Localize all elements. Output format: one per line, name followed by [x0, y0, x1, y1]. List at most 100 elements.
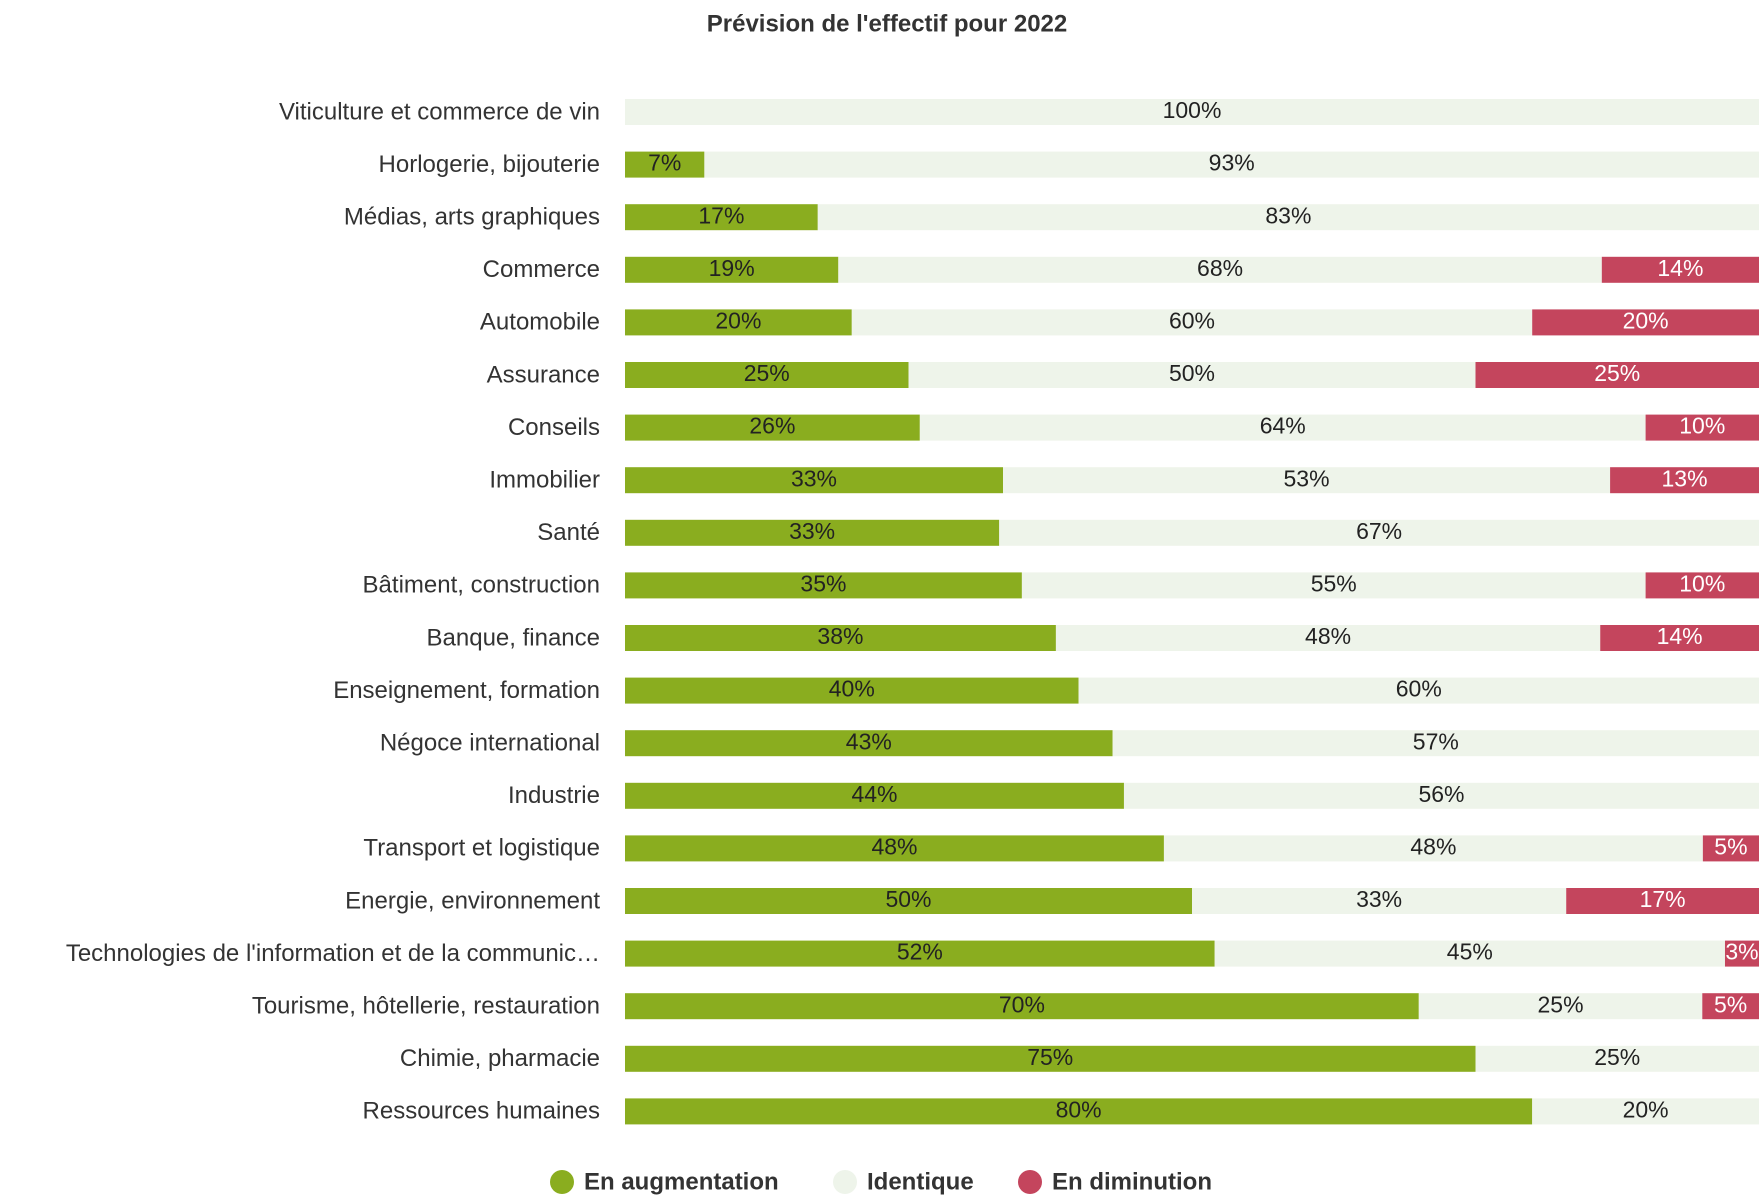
data-label: 33%: [791, 465, 837, 491]
bar-segment: [1214, 940, 1725, 967]
data-label: 50%: [1169, 360, 1215, 386]
data-label: 48%: [871, 833, 917, 859]
data-label: 40%: [829, 676, 875, 702]
data-label: 55%: [1311, 570, 1357, 596]
legend-label: En diminution: [1052, 1168, 1212, 1195]
data-label: 14%: [1657, 255, 1703, 281]
bar-segment: [704, 151, 1759, 178]
category-label: Commerce: [483, 256, 600, 283]
data-label: 14%: [1657, 623, 1703, 649]
data-label: 43%: [846, 728, 892, 754]
bar-segment: [1112, 730, 1759, 757]
bar-segment: [625, 309, 852, 336]
data-label: 60%: [1169, 307, 1215, 333]
bar-segment: [1078, 677, 1759, 704]
bar-segment: [625, 362, 909, 388]
category-label: Banque, finance: [427, 624, 600, 651]
legend-label: En augmentation: [584, 1168, 779, 1195]
category-label: Conseils: [508, 414, 600, 441]
data-label: 57%: [1413, 728, 1459, 754]
data-label: 67%: [1356, 518, 1402, 544]
category-label: Négoce international: [380, 730, 600, 757]
category-label: Transport et logistique: [363, 835, 600, 862]
data-label: 64%: [1260, 413, 1306, 439]
data-label: 20%: [1623, 307, 1669, 333]
legend-swatch: [1018, 1170, 1042, 1194]
bar-segment: [625, 835, 1164, 862]
bar-segment: [1055, 625, 1601, 651]
data-label: 20%: [715, 307, 761, 333]
data-label: 38%: [817, 623, 863, 649]
bar-segment: [919, 414, 1646, 441]
bar-segment: [625, 204, 818, 231]
data-label: 33%: [789, 518, 835, 544]
bar-segment: [1475, 362, 1759, 388]
bar-segment: [1645, 414, 1759, 441]
category-label: Tourisme, hôtellerie, restauration: [252, 993, 600, 1020]
category-label: Assurance: [487, 361, 600, 388]
data-label: 7%: [648, 150, 681, 176]
bar-segment: [1532, 309, 1759, 336]
category-label: Santé: [537, 519, 600, 546]
data-label: 5%: [1714, 833, 1747, 859]
category-label: Médias, arts graphiques: [344, 204, 600, 231]
bar-segment: [1702, 835, 1759, 862]
bar-segment: [1601, 256, 1759, 283]
category-label: Chimie, pharmacie: [400, 1045, 600, 1072]
data-label: 5%: [1714, 991, 1747, 1017]
bar-segment: [817, 204, 1759, 231]
data-label: 60%: [1396, 676, 1442, 702]
data-label: 25%: [1594, 360, 1640, 386]
data-label: 3%: [1725, 939, 1758, 965]
data-label: 17%: [1640, 886, 1686, 912]
data-label: 70%: [999, 991, 1045, 1017]
bar-segment: [999, 519, 1759, 546]
data-label: 68%: [1197, 255, 1243, 281]
chart-title: Prévision de l'effectif pour 2022: [707, 10, 1068, 37]
data-label: 10%: [1679, 570, 1725, 596]
bar-segment: [625, 519, 1000, 546]
bar-segment: [1021, 572, 1646, 599]
category-label: Horlogerie, bijouterie: [379, 151, 600, 178]
legend-swatch: [550, 1170, 574, 1194]
bar-segment: [1163, 835, 1703, 862]
bar-segment: [625, 151, 705, 178]
data-label: 48%: [1305, 623, 1351, 649]
bar-segment: [1645, 572, 1759, 599]
data-label: 25%: [744, 360, 790, 386]
data-label: 19%: [709, 255, 755, 281]
bar-segment: [625, 625, 1056, 651]
category-label: Industrie: [508, 782, 600, 809]
data-label: 80%: [1056, 1096, 1102, 1122]
data-label: 48%: [1410, 833, 1456, 859]
data-label: 20%: [1623, 1096, 1669, 1122]
data-label: 17%: [698, 202, 744, 228]
data-label: 13%: [1662, 465, 1708, 491]
bar-segment: [1418, 993, 1703, 1020]
legend-swatch: [833, 1170, 857, 1194]
bar-segment: [625, 99, 1759, 125]
category-label: Bâtiment, construction: [363, 572, 600, 599]
data-label: 33%: [1356, 886, 1402, 912]
category-label: Technologies de l'information et de la c…: [66, 940, 600, 967]
bar-segment: [625, 1045, 1476, 1072]
category-label: Immobilier: [489, 467, 600, 494]
category-label: Enseignement, formation: [333, 677, 600, 704]
bar-segment: [1724, 940, 1759, 967]
bar-segment: [625, 1098, 1533, 1125]
bar-segment: [851, 309, 1533, 336]
data-label: 83%: [1265, 202, 1311, 228]
bar-segment: [1702, 993, 1759, 1020]
data-label: 10%: [1679, 413, 1725, 439]
bar-segment: [1566, 888, 1759, 914]
category-label: Ressources humaines: [363, 1098, 600, 1125]
data-label: 100%: [1163, 97, 1222, 123]
data-label: 26%: [749, 413, 795, 439]
bar-segment: [908, 362, 1476, 388]
data-label: 35%: [800, 570, 846, 596]
bar-segment: [1192, 888, 1567, 914]
data-label: 44%: [851, 781, 897, 807]
bar-segment: [1475, 1045, 1759, 1072]
legend-label: Identique: [867, 1168, 974, 1195]
